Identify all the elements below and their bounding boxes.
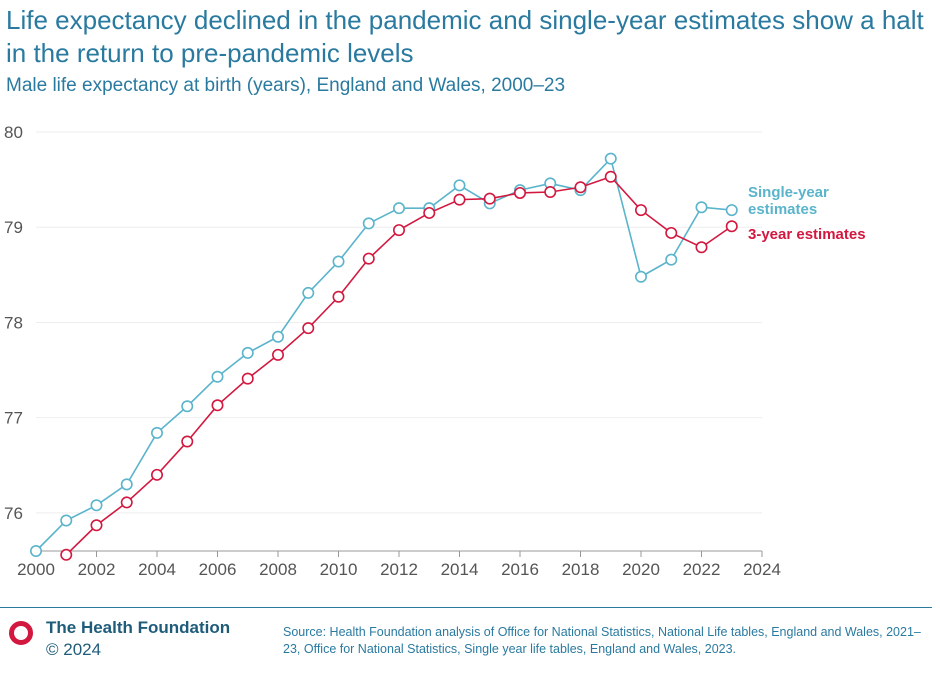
data-point-single [302, 286, 315, 299]
y-tick-label: 76 [4, 504, 23, 523]
data-point-three [151, 468, 164, 481]
x-tick-label: 2000 [17, 560, 55, 579]
data-point-single [120, 478, 133, 491]
data-point-single [271, 330, 284, 343]
x-tick-label: 2008 [259, 560, 297, 579]
x-tick-label: 2012 [380, 560, 418, 579]
data-point-three [120, 496, 133, 509]
data-point-three [302, 322, 315, 335]
data-point-three [332, 290, 345, 303]
data-point-three [483, 192, 496, 205]
series-line-single [35, 157, 732, 552]
data-point-three [695, 241, 708, 254]
x-tick-label: 2024 [743, 560, 781, 579]
data-point-three [423, 206, 436, 219]
data-point-three [60, 548, 73, 561]
chart-title: Life expectancy declined in the pandemic… [6, 5, 924, 68]
x-tick-label: 2014 [441, 560, 479, 579]
x-tick-label: 2020 [622, 560, 660, 579]
data-point-single [665, 253, 678, 266]
data-point-single [453, 179, 466, 192]
data-point-three [544, 185, 557, 198]
data-point-single [392, 202, 405, 215]
data-point-single [695, 201, 708, 214]
data-point-single [604, 152, 617, 165]
data-point-single [90, 499, 103, 512]
data-point-single [362, 217, 375, 230]
x-tick-label: 2004 [138, 560, 176, 579]
data-point-three [181, 435, 194, 448]
data-point-single [151, 426, 164, 439]
data-point-single [181, 400, 194, 413]
data-point-single [60, 514, 73, 527]
x-tick-label: 2022 [683, 560, 721, 579]
x-tick-label: 2018 [562, 560, 600, 579]
data-point-single [332, 255, 345, 268]
legend-label-single-year: Single-year [748, 184, 829, 201]
y-tick-label: 78 [4, 313, 23, 332]
y-tick-label: 80 [4, 123, 23, 142]
chart-subtitle: Male life expectancy at birth (years), E… [6, 75, 566, 96]
ring-logo-icon [9, 621, 33, 645]
data-point-three [392, 224, 405, 237]
data-point-three [362, 252, 375, 265]
data-point-single [211, 370, 224, 383]
data-point-single [241, 346, 254, 359]
copyright: © 2024 [46, 640, 102, 659]
data-point-three [634, 204, 647, 217]
x-tick-label: 2002 [78, 560, 116, 579]
organisation-name: The Health Foundation [46, 618, 231, 637]
data-point-three [574, 181, 587, 194]
data-point-three [271, 348, 284, 361]
data-point-three [241, 372, 254, 385]
data-point-three [725, 220, 738, 233]
data-point-three [453, 193, 466, 206]
data-point-three [90, 519, 103, 532]
y-tick-label: 79 [4, 218, 23, 237]
data-point-three [211, 399, 224, 412]
footer-divider [0, 607, 932, 608]
x-tick-label: 2006 [199, 560, 237, 579]
y-tick-label: 77 [4, 409, 23, 428]
data-point-single [29, 544, 42, 557]
data-point-three [665, 226, 678, 239]
data-point-single [634, 270, 647, 283]
source-note: Source: Health Foundation analysis of Of… [283, 625, 921, 656]
legend-label-3-year: 3-year estimates [748, 226, 866, 243]
x-tick-label: 2016 [501, 560, 539, 579]
life-expectancy-chart: 76 77 78 79 80 2000 2002 2004 2006 2008 2010 2012 20… [4, 123, 866, 579]
data-point-single [725, 204, 738, 217]
legend-label-single-year: estimates [748, 201, 817, 218]
x-tick-label: 2010 [320, 560, 358, 579]
data-point-three [604, 170, 617, 183]
data-point-three [513, 186, 526, 199]
